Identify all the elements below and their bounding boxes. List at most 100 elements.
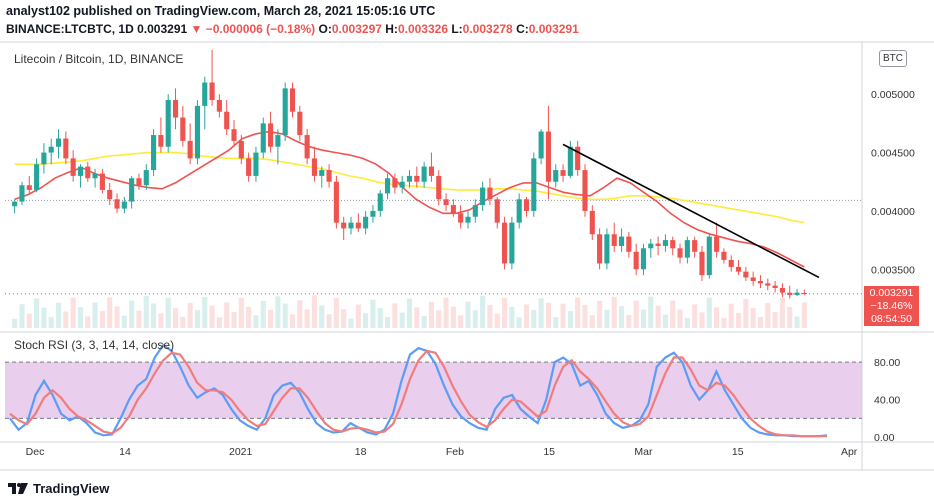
- candle-body: [224, 111, 230, 130]
- volume-bar: [414, 307, 420, 328]
- volume-bar: [34, 298, 40, 328]
- current-price-tag: 0.003291 −18.46% 08:54:50: [864, 286, 919, 326]
- tradingview-logo-icon[interactable]: [8, 481, 28, 495]
- volume-bar: [311, 295, 318, 328]
- candle-body: [618, 236, 625, 246]
- candle-body: [750, 277, 756, 281]
- candle-body: [516, 199, 522, 223]
- candle-body: [385, 178, 391, 194]
- candle-body: [436, 175, 442, 200]
- time-tick-label: Apr: [841, 446, 858, 458]
- volume-bar: [275, 296, 281, 328]
- volume-bar: [282, 303, 288, 328]
- candle-body: [560, 170, 566, 176]
- candle-body: [633, 251, 639, 270]
- volume-bar: [633, 300, 639, 328]
- candle-body: [363, 216, 369, 229]
- low-value: 0.003278: [462, 22, 513, 36]
- volume-bar: [589, 315, 595, 328]
- candle-body: [604, 234, 610, 264]
- descending-trendline: [562, 143, 820, 279]
- volume-bar: [209, 305, 215, 328]
- candle-body: [326, 170, 332, 182]
- volume-bar: [494, 313, 500, 328]
- time-tick-label: 2021: [229, 446, 253, 458]
- volume-bar: [743, 298, 749, 328]
- candle-body: [553, 170, 559, 182]
- candle-body: [333, 181, 339, 223]
- volume-bar: [41, 307, 47, 328]
- candle-body: [311, 158, 318, 176]
- candle-body: [297, 111, 303, 136]
- volume-bar: [165, 297, 171, 328]
- candle-body: [107, 189, 113, 200]
- price-tag-countdown: 08:54:50: [871, 313, 912, 325]
- volume-bar: [794, 316, 800, 328]
- candle-body: [370, 210, 376, 217]
- candle-body: [85, 166, 91, 179]
- candle-body: [172, 100, 179, 118]
- volume-bar: [450, 306, 456, 328]
- volume-bar: [406, 298, 413, 328]
- candle-body: [428, 166, 434, 176]
- volume-bar: [465, 301, 471, 328]
- candle-body: [414, 175, 420, 182]
- candle-body: [377, 193, 383, 211]
- volume-bar: [801, 302, 807, 328]
- candle-body: [589, 210, 595, 235]
- candle-body: [450, 205, 456, 214]
- volume-bar: [77, 307, 84, 328]
- candle-body: [735, 266, 742, 272]
- candle-body: [655, 243, 661, 246]
- volume-bar: [648, 296, 654, 328]
- volume-bar: [655, 305, 661, 328]
- volume-bar: [480, 295, 486, 328]
- candle-body: [772, 285, 778, 288]
- currency-tag[interactable]: BTC: [879, 50, 907, 67]
- volume-bar: [297, 300, 303, 328]
- candle-body: [801, 292, 807, 294]
- volume-bar: [231, 311, 237, 328]
- candle-body: [246, 158, 252, 176]
- open-label: O:: [318, 22, 332, 36]
- footer-brand[interactable]: TradingView: [33, 480, 110, 496]
- stoch-rsi-d-line: [9, 349, 827, 438]
- volume-bar: [538, 298, 544, 328]
- candle-body: [77, 166, 84, 176]
- ohlc-line: BINANCE:LTCBTC, 1D 0.003291 ▼ −0.000006 …: [6, 22, 579, 36]
- candle-body: [443, 199, 449, 206]
- candle-body: [216, 100, 222, 112]
- stoch-rsi-tick-label: 80.00: [874, 357, 900, 369]
- candle-body: [26, 185, 32, 190]
- candle-body: [253, 152, 259, 176]
- time-tick-label: Feb: [446, 446, 464, 458]
- candle-body: [487, 187, 493, 200]
- volume-bar: [472, 310, 478, 328]
- candle-body: [670, 240, 676, 249]
- time-tick-label: 15: [732, 446, 744, 458]
- volume-bar: [363, 313, 369, 328]
- candle-body: [640, 248, 647, 270]
- volume-bar: [567, 311, 573, 328]
- volume-bar: [26, 313, 32, 328]
- volume-bar: [787, 307, 793, 328]
- candle-body: [34, 164, 40, 190]
- candle-body: [648, 243, 654, 249]
- volume-bar: [458, 315, 464, 328]
- volume-bar: [714, 307, 720, 328]
- main-pane-label: Litecoin / Bitcoin, 1D, BINANCE: [14, 52, 184, 66]
- volume-bar: [85, 316, 91, 328]
- candle-body: [779, 287, 785, 293]
- volume-bar: [501, 297, 508, 328]
- candle-body: [187, 140, 193, 159]
- candle-body: [165, 100, 171, 147]
- price-tick-label: 0.004500: [871, 148, 915, 160]
- candle-body: [202, 82, 208, 106]
- volume-bar: [129, 300, 135, 328]
- volume-bar: [670, 300, 676, 328]
- candle-body: [180, 117, 186, 141]
- close-label: C:: [516, 22, 529, 36]
- high-label: H:: [385, 22, 398, 36]
- time-tick-label: 18: [355, 446, 367, 458]
